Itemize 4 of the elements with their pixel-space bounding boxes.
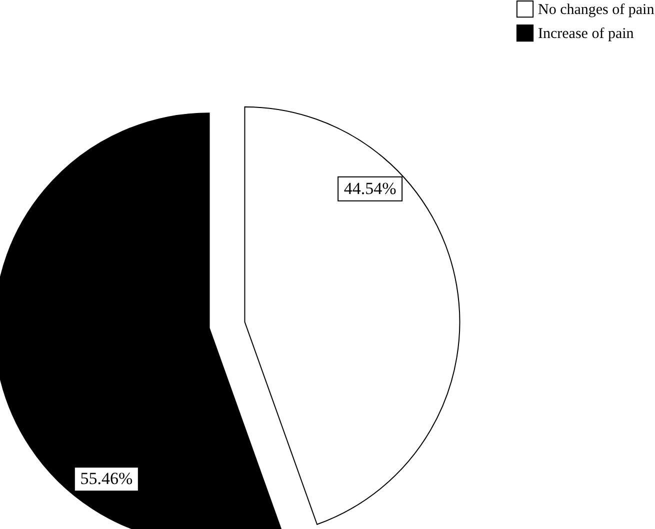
data-label: 44.54%: [344, 178, 396, 198]
data-label: 55.46%: [80, 469, 133, 488]
legend-label: No changes of pain: [538, 2, 655, 18]
legend-label: Increase of pain: [538, 26, 634, 42]
